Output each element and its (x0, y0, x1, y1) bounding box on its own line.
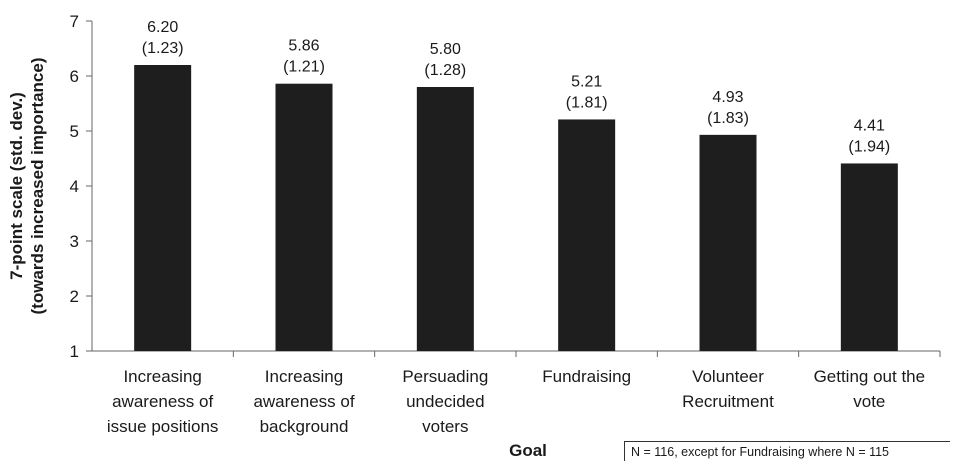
y-tick-label: 2 (70, 287, 79, 306)
category-label: awareness of (112, 392, 213, 411)
axes (91, 21, 940, 352)
category-label: issue positions (107, 417, 219, 436)
data-label-value: 6.20 (147, 19, 178, 36)
bar (134, 65, 192, 351)
data-label-std-dev: (1.28) (424, 62, 466, 79)
y-tick-label: 6 (70, 67, 79, 86)
y-tick-label: 5 (70, 122, 79, 141)
y-tick-label: 3 (70, 232, 79, 251)
category-label: Increasing (123, 367, 201, 386)
sample-size-footnote: N = 116, except for Fundraising where N … (624, 441, 950, 461)
bar (275, 83, 333, 351)
data-label-value: 5.80 (430, 41, 461, 58)
data-label-std-dev: (1.83) (707, 110, 749, 127)
bars (134, 65, 898, 351)
y-tick-label: 1 (70, 342, 79, 361)
category-label: Volunteer (692, 367, 764, 386)
data-label-value: 5.21 (571, 73, 602, 90)
category-label: Persuading (402, 367, 488, 386)
bar (416, 87, 474, 351)
data-label-value: 4.93 (712, 89, 743, 106)
y-axis-title-line: 7-point scale (std. dev.) (7, 92, 26, 280)
data-label-std-dev: (1.21) (283, 59, 325, 76)
category-label: Getting out the (814, 367, 926, 386)
y-axis-title-line: (towards increased importance) (28, 58, 47, 315)
y-tick-label: 7 (70, 12, 79, 31)
x-axis-category-labels: Increasing awareness of issue positions Inc… (107, 351, 941, 436)
data-label-std-dev: (1.81) (566, 94, 608, 111)
bar (840, 163, 898, 351)
x-axis-title: Goal (509, 441, 547, 460)
bar (558, 119, 616, 351)
y-axis-ticks: 1 2 3 4 5 6 7 (70, 12, 92, 361)
category-label: Increasing (265, 367, 343, 386)
data-label-value: 4.41 (854, 117, 885, 134)
data-labels: 6.20 (1.23) 5.86 (1.21) 5.80 (1.28) 5.21 (1.81)… (142, 19, 890, 155)
category-label: background (260, 417, 349, 436)
y-axis-title: 7-point scale (std. dev.) (towards increa… (7, 58, 47, 315)
y-tick-label: 4 (70, 177, 79, 196)
category-label: Recruitment (682, 392, 774, 411)
category-label: awareness of (253, 392, 354, 411)
category-label: Fundraising (542, 367, 631, 386)
bar (699, 134, 757, 351)
data-label-std-dev: (1.23) (142, 40, 184, 57)
data-label-std-dev: (1.94) (848, 138, 890, 155)
category-label: vote (853, 392, 885, 411)
data-label-value: 5.86 (288, 38, 319, 55)
category-label: undecided (406, 392, 484, 411)
category-label: voters (422, 417, 468, 436)
